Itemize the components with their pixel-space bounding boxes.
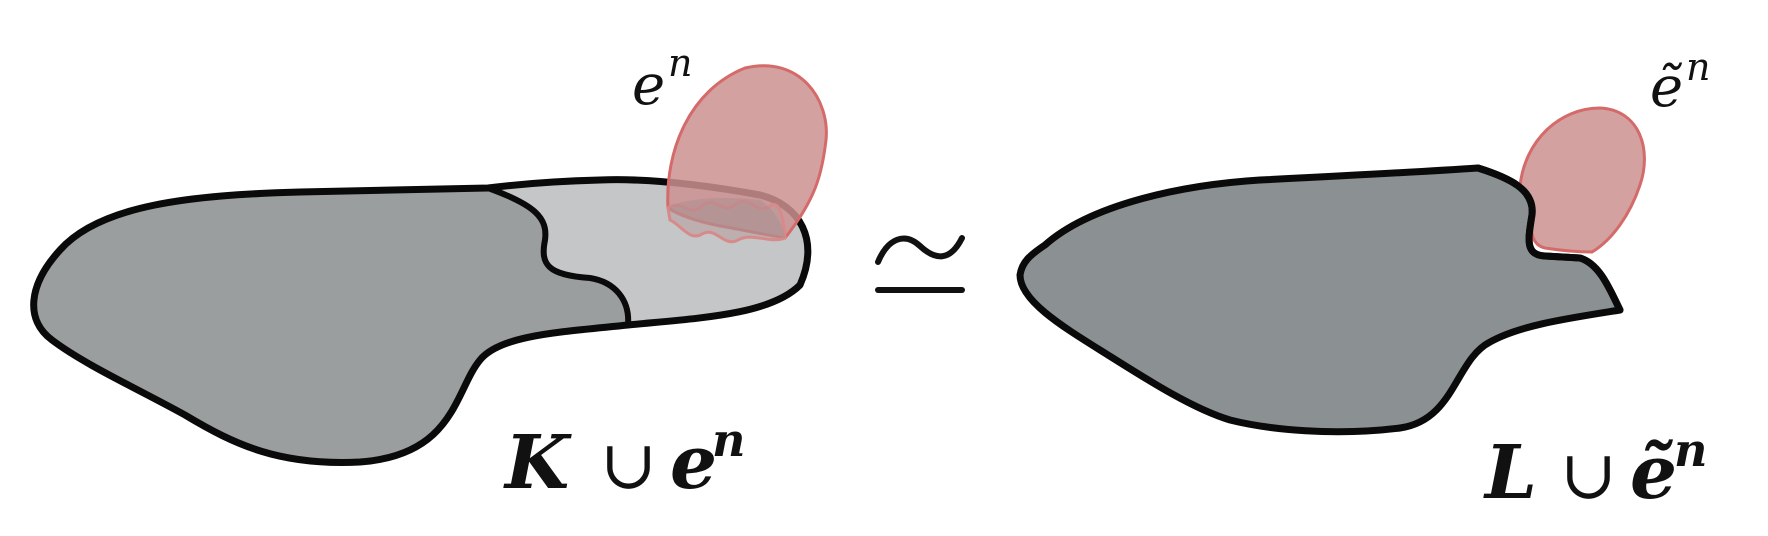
left-cell-label-sup: n bbox=[668, 41, 692, 85]
left-inner-boundary bbox=[485, 185, 632, 328]
left-space bbox=[30, 64, 828, 466]
right-label-base: L bbox=[1483, 430, 1537, 516]
equivalence-symbol: ≃ bbox=[0, 0, 965, 293]
left-cell-overlap-shade bbox=[668, 197, 785, 238]
right-attaching-boundary bbox=[1474, 164, 1624, 314]
left-cell-label-base: e bbox=[632, 53, 665, 118]
left-space-label: K ∪ e n bbox=[503, 413, 745, 506]
right-region bbox=[1016, 164, 1624, 436]
left-cell-label: e n bbox=[632, 41, 692, 118]
left-dark-region bbox=[33, 188, 629, 463]
right-label-cell: ẽ bbox=[1630, 430, 1677, 516]
right-space-label: L ∪ ẽ n bbox=[1483, 423, 1707, 516]
left-cell-attaching-wave bbox=[666, 200, 787, 244]
left-label-cell-sup: n bbox=[712, 413, 745, 467]
right-cell-label: ẽ n bbox=[1650, 45, 1710, 120]
right-space bbox=[1016, 106, 1646, 436]
equivalence-tilde bbox=[875, 235, 965, 265]
right-cell-label-base: ẽ bbox=[1650, 55, 1683, 120]
right-cell bbox=[1518, 106, 1646, 254]
right-label-cell-sup: n bbox=[1674, 423, 1707, 477]
right-label-cup: ∪ bbox=[1560, 436, 1617, 515]
left-label-cup: ∪ bbox=[600, 426, 657, 505]
left-label-base: K bbox=[503, 420, 572, 506]
left-label-cell: e bbox=[670, 420, 717, 506]
right-cell-label-sup: n bbox=[1686, 45, 1710, 89]
equivalence-symbol-text: ≃ bbox=[0, 0, 1, 1]
